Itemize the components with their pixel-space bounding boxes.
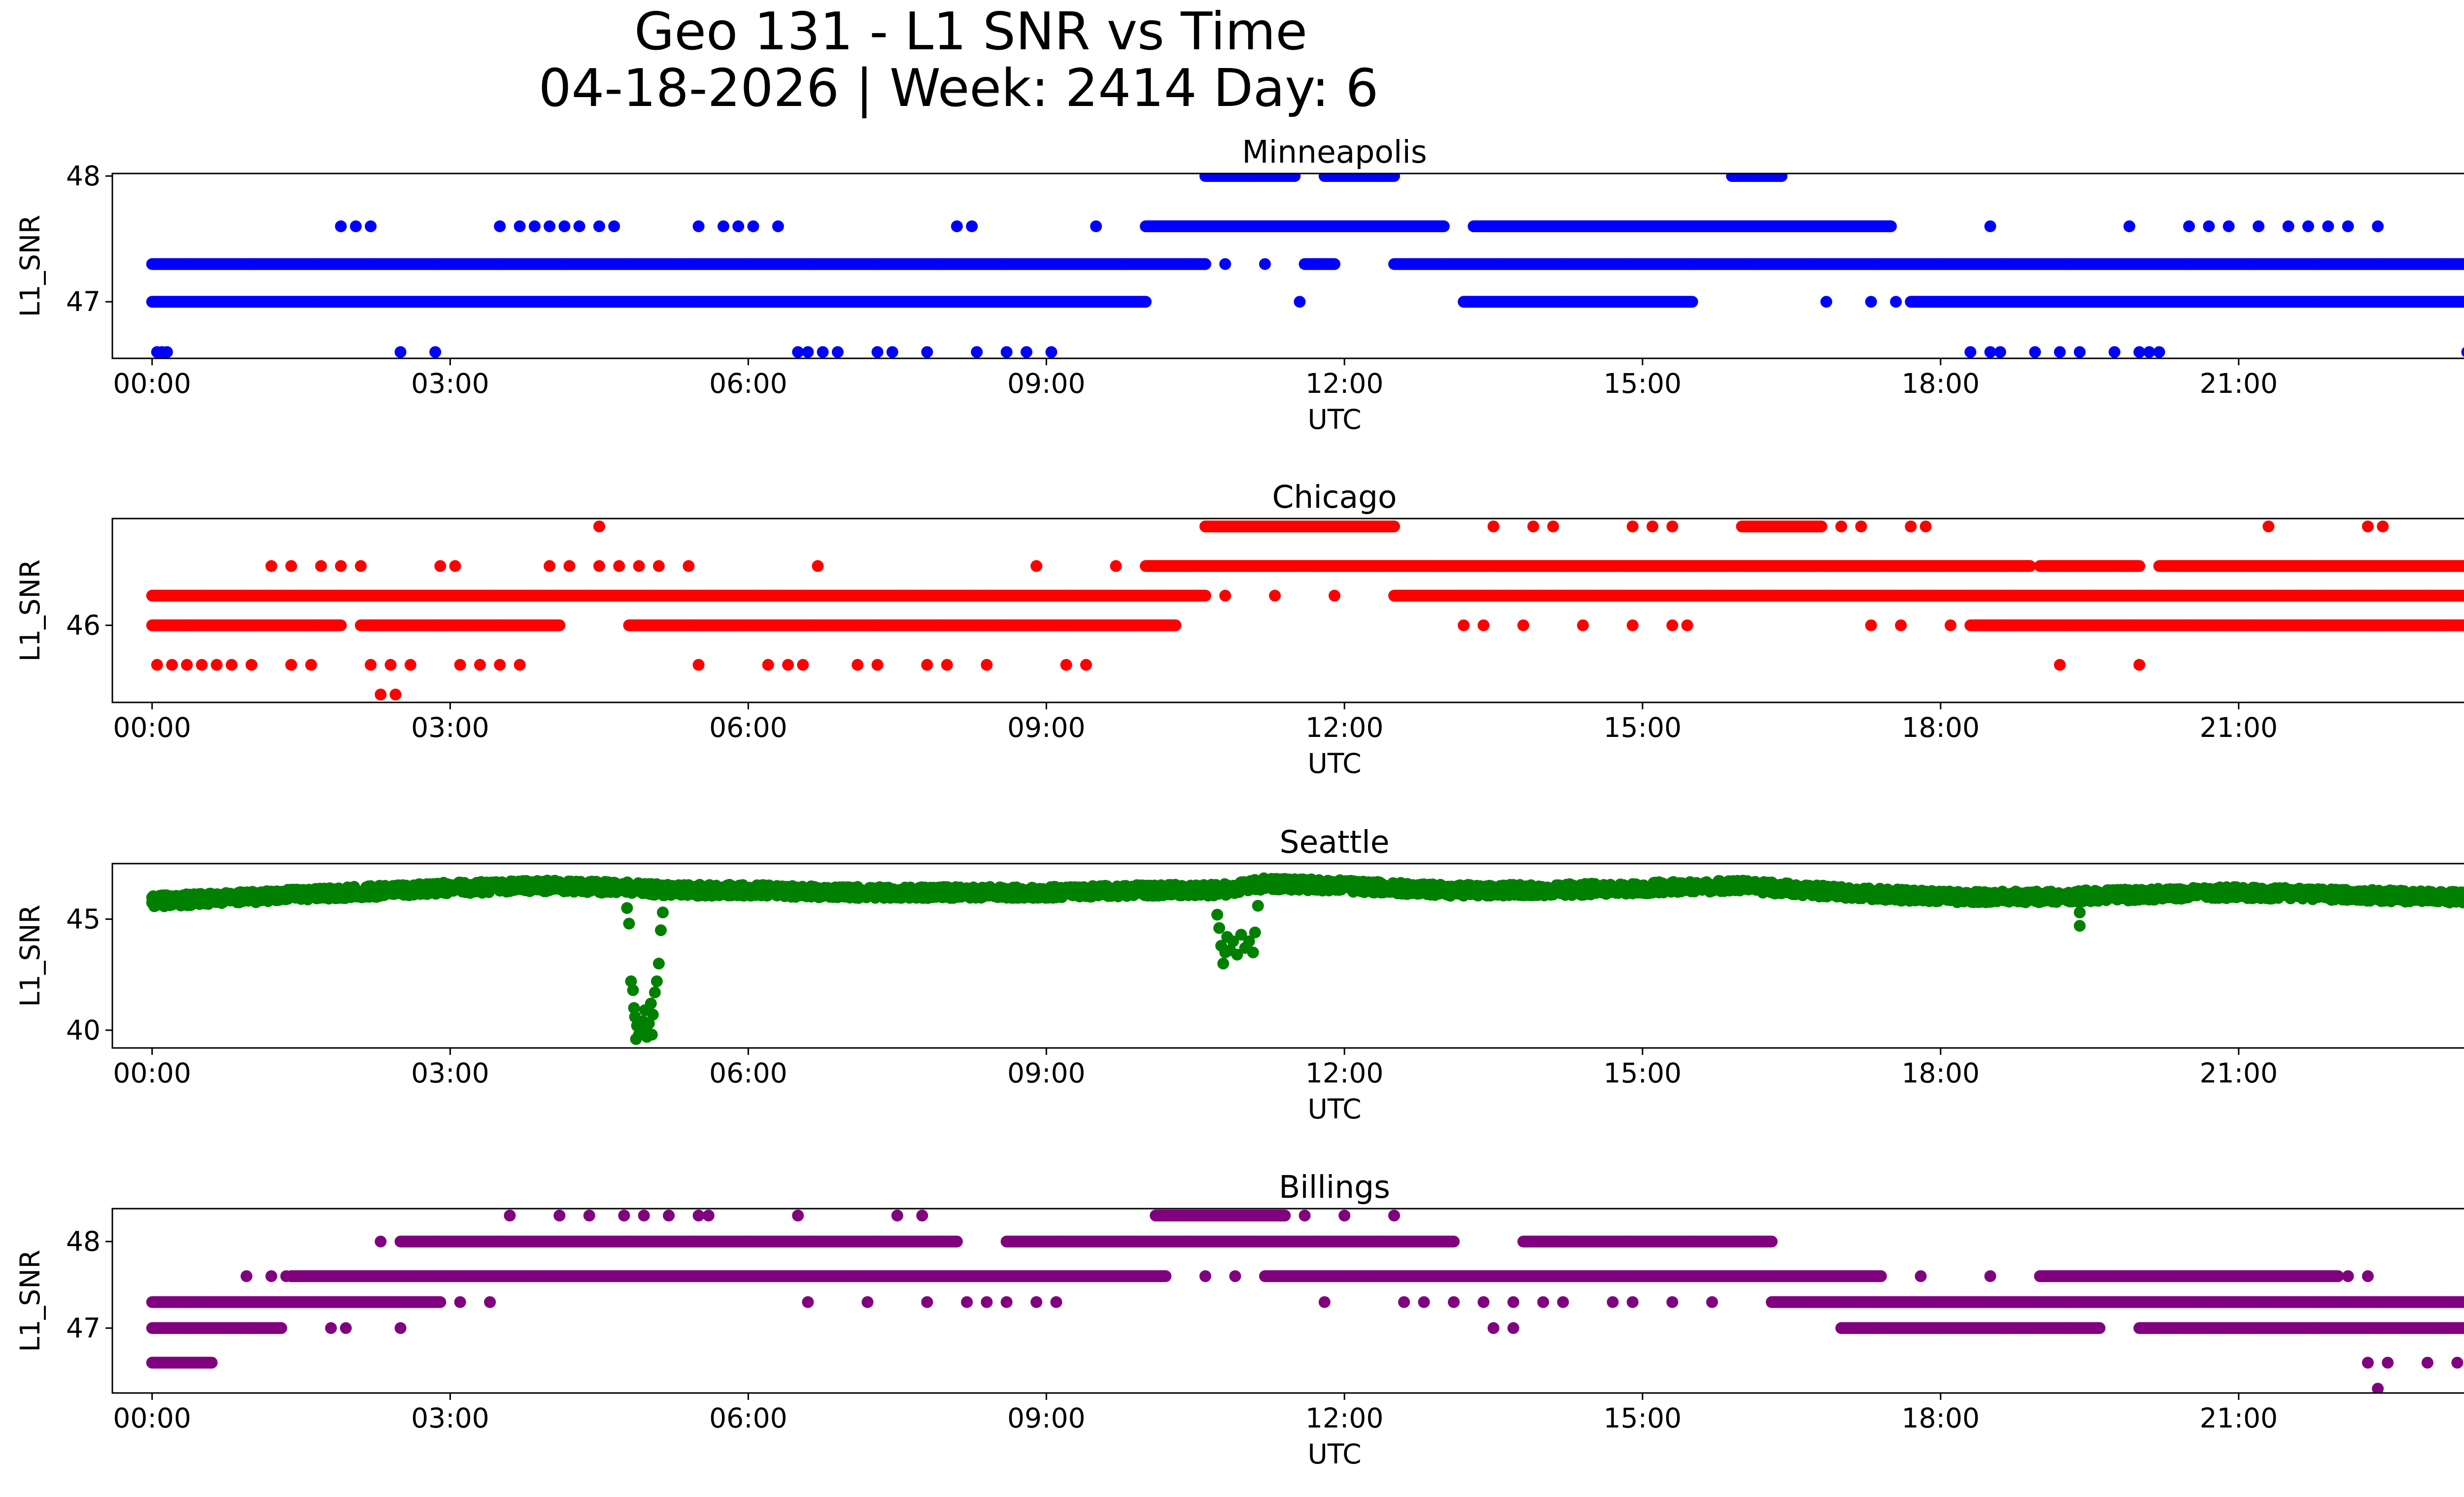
band-point — [1329, 258, 1340, 270]
data-points — [146, 170, 2464, 358]
band-point — [1438, 220, 1450, 232]
band-point — [1140, 296, 1152, 308]
subplot-title: Minneapolis — [1242, 134, 1427, 170]
band-point — [1199, 258, 1211, 270]
figure-title-line2: 04-18-2026 | Week: 2414 Day: 6 — [539, 58, 1379, 119]
figure-title-line1: Geo 131 - L1 SNR vs Time — [634, 1, 1307, 62]
